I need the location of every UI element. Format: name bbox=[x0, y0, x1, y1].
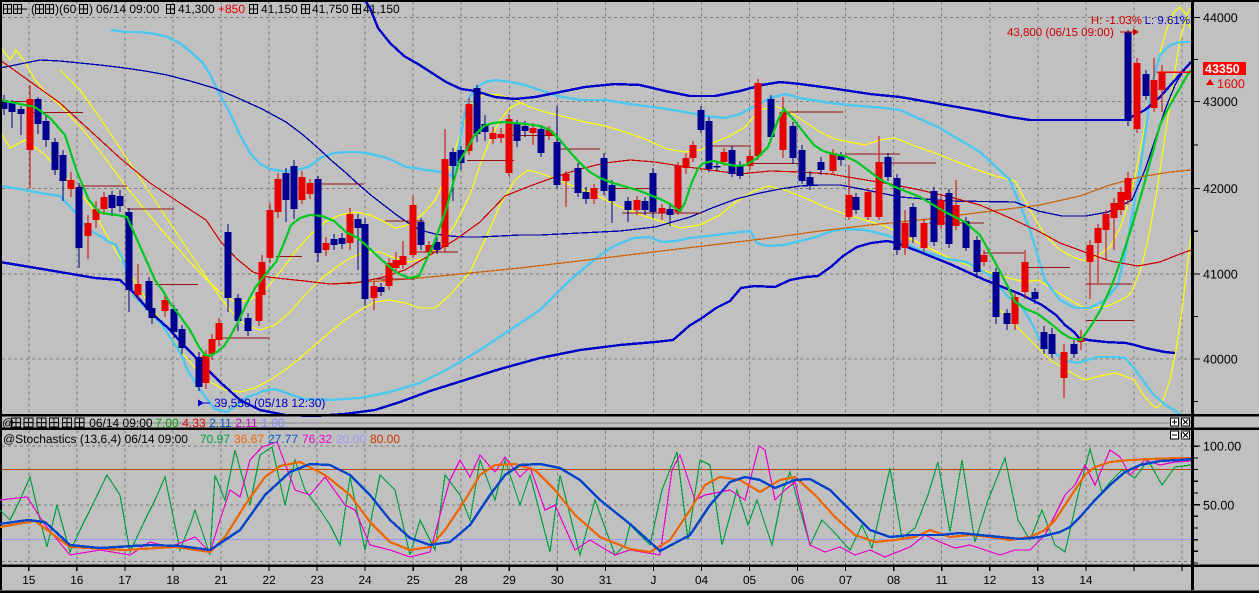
svg-text:44000: 44000 bbox=[1203, 11, 1238, 25]
svg-text:27.77: 27.77 bbox=[268, 432, 298, 446]
svg-text:41,750: 41,750 bbox=[312, 2, 349, 16]
svg-text:J: J bbox=[650, 573, 656, 587]
svg-text:12: 12 bbox=[983, 573, 996, 587]
svg-text:39,550 (05/18 12:30): 39,550 (05/18 12:30) bbox=[214, 396, 325, 410]
svg-text:15: 15 bbox=[22, 573, 36, 587]
svg-text:H: -1.03%: H: -1.03% bbox=[1091, 15, 1142, 27]
svg-text:1.00: 1.00 bbox=[261, 416, 285, 430]
svg-text:41,150: 41,150 bbox=[261, 2, 298, 16]
svg-text:24: 24 bbox=[359, 573, 373, 587]
svg-text:(: ( bbox=[31, 2, 35, 16]
svg-text:14: 14 bbox=[1079, 573, 1093, 587]
svg-text:7.00: 7.00 bbox=[155, 416, 179, 430]
svg-text:07: 07 bbox=[839, 573, 852, 587]
svg-text:+850: +850 bbox=[218, 2, 245, 16]
svg-text:41000: 41000 bbox=[1203, 268, 1238, 282]
svg-text:11: 11 bbox=[936, 573, 948, 587]
svg-text:31: 31 bbox=[599, 573, 612, 587]
svg-text:43350: 43350 bbox=[1205, 62, 1240, 76]
svg-text:20.00: 20.00 bbox=[336, 432, 366, 446]
svg-text:100.00: 100.00 bbox=[1203, 440, 1241, 454]
svg-text:30: 30 bbox=[551, 573, 565, 587]
svg-text:2.11: 2.11 bbox=[235, 416, 258, 430]
svg-text:43,800 (06/15 09:00): 43,800 (06/15 09:00) bbox=[1007, 27, 1114, 39]
svg-text:06/14 09:00: 06/14 09:00 bbox=[89, 416, 153, 430]
svg-text:06/14 09:00: 06/14 09:00 bbox=[96, 2, 160, 16]
svg-text:28: 28 bbox=[455, 573, 469, 587]
svg-text:41,300: 41,300 bbox=[178, 2, 215, 16]
svg-text:23: 23 bbox=[311, 573, 325, 587]
svg-text:16: 16 bbox=[70, 573, 84, 587]
svg-text:76.32: 76.32 bbox=[302, 432, 332, 446]
svg-text:40000: 40000 bbox=[1203, 353, 1238, 367]
svg-text:L: 9.61%: L: 9.61% bbox=[1145, 15, 1190, 27]
svg-text:): ) bbox=[89, 2, 93, 16]
svg-text:42000: 42000 bbox=[1203, 182, 1238, 196]
svg-text:43000: 43000 bbox=[1203, 95, 1238, 109]
svg-text:50.00: 50.00 bbox=[1203, 498, 1234, 512]
svg-text:17: 17 bbox=[118, 573, 131, 587]
svg-text:4.33: 4.33 bbox=[182, 416, 206, 430]
svg-text:29: 29 bbox=[503, 573, 516, 587]
svg-text:80.00: 80.00 bbox=[370, 432, 400, 446]
svg-text:1600: 1600 bbox=[1217, 77, 1245, 91]
svg-text:06: 06 bbox=[791, 573, 805, 587]
svg-text:)(60: )(60 bbox=[55, 2, 77, 16]
svg-text:2.11: 2.11 bbox=[209, 416, 232, 430]
svg-text:18: 18 bbox=[166, 573, 180, 587]
svg-text:22: 22 bbox=[263, 573, 276, 587]
svg-text:08: 08 bbox=[887, 573, 901, 587]
svg-text:05: 05 bbox=[743, 573, 757, 587]
svg-text:70.97: 70.97 bbox=[200, 432, 230, 446]
svg-text:@Stochastics (13,6,4) 06/14 09: @Stochastics (13,6,4) 06/14 09:00 bbox=[3, 432, 188, 446]
svg-text:36.67: 36.67 bbox=[234, 432, 264, 446]
svg-text:13: 13 bbox=[1031, 573, 1045, 587]
svg-text:04: 04 bbox=[695, 573, 709, 587]
svg-text:25: 25 bbox=[407, 573, 421, 587]
svg-text:41,150: 41,150 bbox=[363, 2, 400, 16]
svg-text:21: 21 bbox=[214, 573, 227, 587]
